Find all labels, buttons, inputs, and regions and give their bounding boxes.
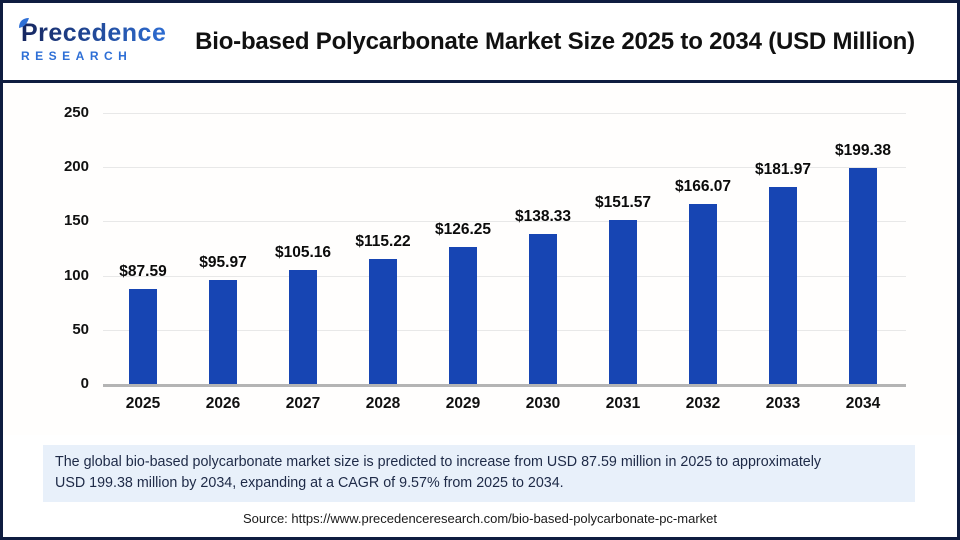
- bar-value-2033: $181.97: [754, 160, 812, 178]
- bar-2025: [129, 289, 157, 384]
- bar-value-2028: $115.22: [355, 233, 411, 251]
- y-tick-label-0: 0: [80, 375, 89, 392]
- x-tick-label-2028: 2028: [365, 395, 401, 412]
- header: Precedence RESEARCH Bio-based Polycarbon…: [3, 3, 957, 83]
- gridline-100: [103, 276, 906, 277]
- bar-2034: [849, 167, 877, 384]
- logo-subtitle: RESEARCH: [21, 48, 133, 63]
- bar-chart: 0 50 100 150 200 250 $87.59 2025 $95.97 2026 $105.…: [3, 83, 957, 435]
- bar-value-2029: $126.25: [434, 221, 492, 239]
- bar-value-2032: $166.07: [674, 177, 732, 195]
- gridline-150: [103, 221, 906, 222]
- leaf-icon: [18, 16, 30, 34]
- y-tick-label-50: 50: [72, 321, 89, 338]
- summary-note-line1: The global bio-based polycarbonate marke…: [55, 454, 822, 470]
- x-tick-label-2026: 2026: [205, 395, 241, 412]
- x-tick-label-2027: 2027: [285, 395, 321, 412]
- y-tick-label-200: 200: [63, 158, 89, 175]
- source-line: Source: https://www.precedenceresearch.c…: [242, 510, 717, 526]
- bar-value-2031: $151.57: [594, 193, 652, 211]
- bar-value-2034: $199.38: [834, 141, 892, 159]
- bar-2027: [289, 270, 317, 384]
- bar-2031: [609, 219, 637, 384]
- gridline-250: [103, 113, 906, 114]
- bar-2026: [209, 279, 237, 384]
- y-tick-label-250: 250: [63, 104, 89, 121]
- y-tick-label-100: 100: [63, 267, 89, 284]
- chart-title: Bio-based Polycarbonate Market Size 2025…: [195, 27, 915, 55]
- x-tick-label-2025: 2025: [125, 395, 161, 412]
- x-tick-label-2030: 2030: [525, 395, 561, 412]
- bar-2028: [369, 259, 397, 384]
- bar-2029: [449, 247, 477, 384]
- logo-wordmark: Precedence: [21, 20, 171, 46]
- bar-value-2025: $87.59: [119, 263, 167, 281]
- bar-value-2027: $105.16: [274, 244, 332, 261]
- x-axis-line: [103, 384, 906, 387]
- x-tick-label-2032: 2032: [685, 395, 721, 412]
- bar-value-2030: $138.33: [514, 208, 572, 226]
- bar-2032: [689, 203, 717, 384]
- summary-note: The global bio-based polycarbonate marke…: [43, 445, 915, 502]
- x-tick-label-2031: 2031: [605, 395, 641, 412]
- summary-note-line2: USD 199.38 million by 2034, expanding at…: [55, 475, 564, 492]
- bar-value-2026: $95.97: [199, 253, 247, 271]
- bar-2033: [769, 186, 797, 384]
- x-tick-label-2029: 2029: [445, 395, 481, 412]
- x-tick-label-2033: 2033: [765, 395, 801, 412]
- gridline-200: [103, 167, 906, 168]
- brand-logo: Precedence RESEARCH: [19, 17, 171, 63]
- y-tick-label-150: 150: [63, 212, 89, 229]
- gridline-50: [103, 330, 906, 331]
- bar-2030: [529, 234, 557, 384]
- x-tick-label-2034: 2034: [845, 395, 881, 412]
